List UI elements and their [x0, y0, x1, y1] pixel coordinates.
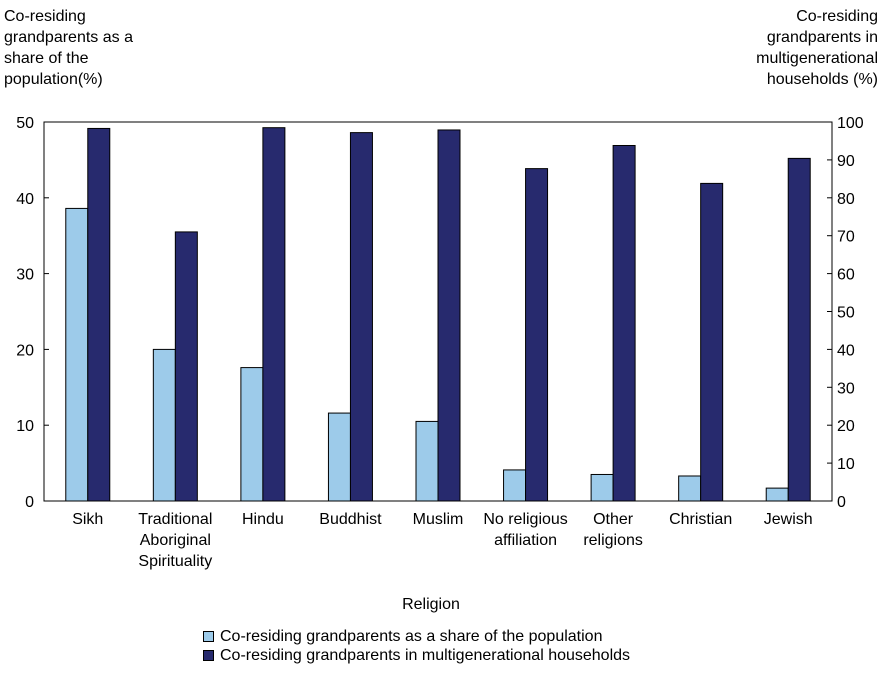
legend-swatch-share [203, 631, 214, 642]
bar-share [240, 367, 264, 502]
category-label: Muslim [413, 511, 464, 528]
category-label: Other religions [583, 511, 643, 549]
category-label: Buddhist [319, 511, 382, 528]
legend: Co-residing grandparents as a share of t… [203, 627, 630, 665]
category-label: Hindu [242, 511, 284, 528]
right-tick-label: 40 [837, 342, 855, 359]
category-label: Sikh [72, 511, 103, 528]
bar-multigenerational [525, 168, 549, 502]
ylabel-left-line-1: grandparents as a [4, 29, 133, 46]
bar-share [152, 348, 176, 502]
category-label: Traditional Aboriginal Spirituality [138, 511, 212, 570]
legend-label-multigenerational: Co-residing grandparents in multigenerat… [220, 647, 631, 664]
right-axis-label: Co-residing grandparents in multigeneratio… [678, 6, 878, 90]
category-label-line: Sikh [72, 511, 103, 528]
right-tick-label: 100 [837, 115, 864, 132]
category-label-line: Buddhist [319, 511, 382, 528]
legend-label-share: Co-residing grandparents as a share of t… [220, 628, 603, 645]
right-tick-label: 70 [837, 229, 855, 246]
bar-multigenerational [612, 144, 636, 502]
bar-share [503, 469, 527, 502]
right-tick-label: 90 [837, 153, 855, 170]
right-tick-label: 50 [837, 305, 855, 322]
x-axis-label: Religion [402, 596, 460, 613]
legend-swatch-multigenerational [203, 650, 214, 661]
category-label-line: Jewish [764, 511, 813, 528]
left-tick-label: 50 [16, 115, 34, 132]
left-tick-label: 20 [16, 342, 34, 359]
category-label-line: Spirituality [138, 553, 212, 570]
category-label: Jewish [764, 511, 813, 528]
ylabel-left-line-3: population(%) [4, 71, 103, 88]
category-label-line: religions [583, 532, 643, 549]
category-label-line: Other [593, 511, 634, 528]
ylabel-right-line-0: Co-residing [796, 8, 878, 25]
bar-share [415, 420, 439, 502]
category-label-line: Traditional [138, 511, 212, 528]
bar-share [327, 412, 351, 502]
category-label-line: Christian [669, 511, 732, 528]
bar-multigenerational [437, 129, 461, 502]
right-tick-label: 10 [837, 456, 855, 473]
category-label-line: Muslim [413, 511, 464, 528]
category-label-line: Hindu [242, 511, 284, 528]
bar-multigenerational [349, 132, 373, 502]
bar-share [65, 207, 89, 502]
legend-item-multigenerational: Co-residing grandparents in multigenerat… [203, 646, 630, 665]
bar-multigenerational [700, 182, 724, 502]
bar-share [765, 487, 789, 502]
ylabel-left-line-0: Co-residing [4, 8, 86, 25]
ylabel-right-line-3: households (%) [766, 71, 878, 88]
left-tick-label: 40 [16, 191, 34, 208]
bar-multigenerational [174, 231, 198, 502]
right-tick-label: 20 [837, 418, 855, 435]
bar-multigenerational [87, 127, 111, 502]
bar-share [590, 473, 614, 502]
category-label: Christian [669, 511, 732, 528]
left-tick-label: 30 [16, 267, 34, 284]
ylabel-left-line-2: share of the [4, 50, 89, 67]
bar-chart: 0 10 20 30 40 50 0 10 20 30 40 50 60 70 80 90 100 Sikh Tra… [16, 115, 864, 613]
category-label: No religious affiliation [483, 511, 567, 549]
left-axis-label: Co-residing grandparents as a share of the… [4, 6, 204, 90]
bar-share [678, 475, 702, 502]
right-tick-label: 0 [837, 494, 846, 511]
left-tick-label: 0 [25, 494, 34, 511]
bar-multigenerational [262, 127, 286, 502]
right-tick-label: 60 [837, 267, 855, 284]
ylabel-right-line-2: multigenerational [756, 50, 878, 67]
legend-item-share: Co-residing grandparents as a share of t… [203, 627, 630, 646]
left-tick-label: 10 [16, 418, 34, 435]
category-label-line: Aboriginal [140, 532, 211, 549]
bar-multigenerational [787, 157, 811, 502]
right-tick-label: 30 [837, 380, 855, 397]
right-tick-label: 80 [837, 191, 855, 208]
category-label-line: affiliation [494, 532, 557, 549]
ylabel-right-line-1: grandparents in [766, 29, 878, 46]
category-label-line: No religious [483, 511, 567, 528]
